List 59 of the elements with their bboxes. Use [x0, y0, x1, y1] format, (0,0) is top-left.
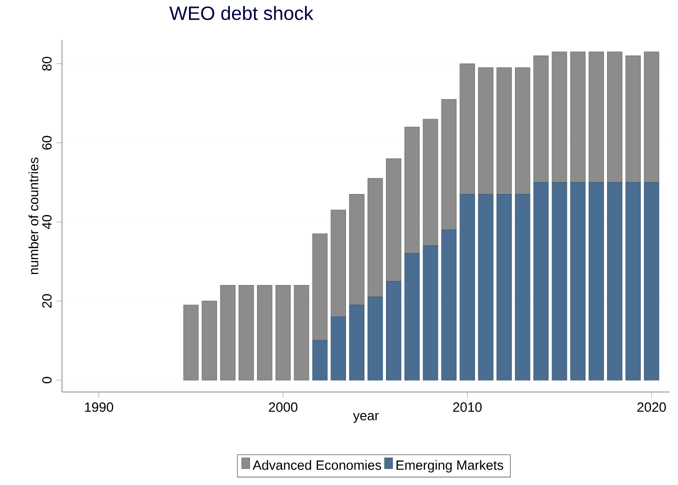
bar — [330, 210, 346, 318]
bar — [460, 194, 475, 380]
bar — [533, 56, 549, 183]
bar — [220, 284, 236, 380]
bar — [644, 52, 660, 183]
bar — [607, 182, 622, 380]
bar — [422, 245, 438, 380]
y-tick-label: 20 — [42, 294, 52, 308]
y-tick-label: 60 — [42, 136, 52, 150]
bar — [404, 253, 420, 380]
x-tick-label: 1990 — [85, 402, 114, 412]
bar — [460, 63, 475, 195]
bar — [330, 316, 346, 380]
bar — [349, 194, 364, 306]
bar — [275, 284, 291, 380]
bar — [478, 67, 494, 195]
bar — [514, 67, 530, 195]
bar — [312, 340, 328, 380]
x-tick-label: 2000 — [268, 402, 298, 412]
bar — [607, 52, 622, 183]
x-tick-label: 2020 — [637, 402, 666, 412]
bar — [570, 52, 586, 183]
bar — [183, 304, 199, 380]
bar — [257, 284, 272, 380]
x-tick-label: 2010 — [453, 402, 482, 412]
bar — [496, 67, 512, 195]
bar — [368, 178, 383, 298]
legend-label: Emerging Markets — [396, 460, 504, 472]
bar — [312, 234, 328, 341]
bar — [552, 182, 568, 380]
bar — [496, 194, 512, 380]
bar — [514, 194, 530, 380]
legend-label: Advanced Economies — [252, 460, 382, 470]
bar — [386, 280, 402, 380]
y-tick-label: 40 — [42, 215, 52, 230]
bar — [588, 182, 604, 380]
bar — [386, 158, 402, 282]
bar — [368, 296, 383, 380]
bar — [644, 182, 660, 380]
y-axis-title: number of countries — [28, 158, 38, 274]
x-axis-title: year — [353, 412, 379, 423]
bar — [570, 182, 586, 380]
bar — [626, 182, 641, 380]
bar — [294, 284, 310, 380]
bar — [202, 300, 218, 380]
y-tick-label: 80 — [42, 56, 52, 71]
bar — [404, 126, 420, 254]
bar — [588, 52, 604, 183]
bar — [238, 284, 254, 380]
chart-title: WEO debt shock — [169, 6, 314, 20]
bar — [349, 304, 364, 380]
bar — [422, 118, 438, 246]
bar — [441, 99, 457, 230]
bar — [533, 182, 549, 380]
bar — [478, 194, 494, 380]
bar — [626, 56, 641, 183]
y-tick-label: 0 — [42, 376, 52, 384]
bar — [552, 52, 568, 183]
bar — [441, 230, 457, 380]
